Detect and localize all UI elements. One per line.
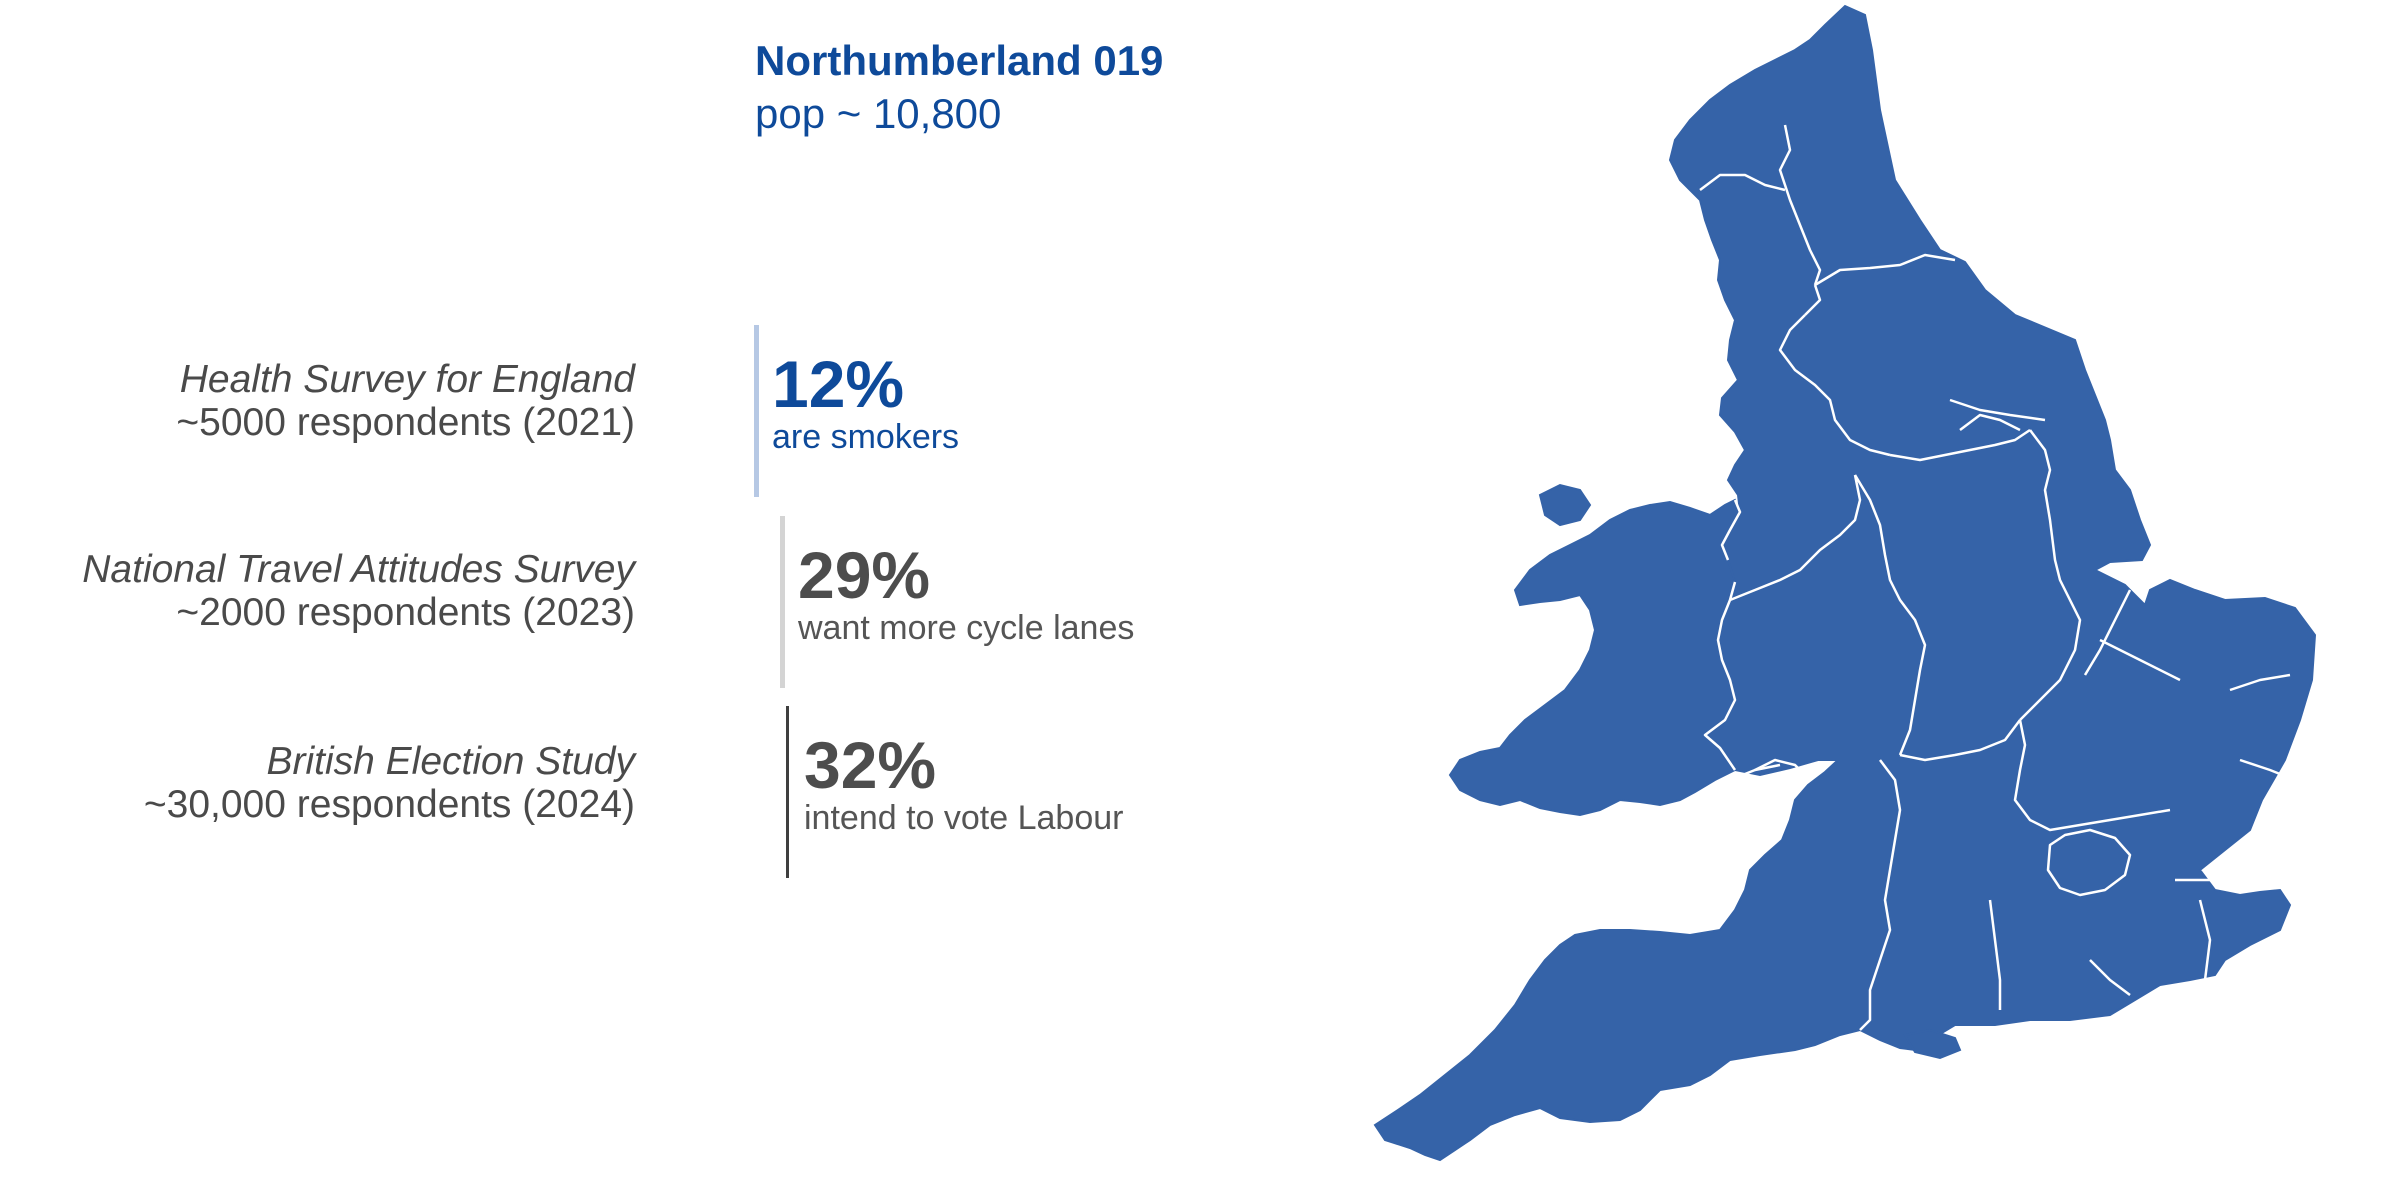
england-wales-map [1300,0,2400,1200]
stat-bar [754,325,759,497]
stat-value: 12% [772,347,905,421]
survey-label-travel: National Travel Attitudes Survey ~2000 r… [82,548,635,634]
stat-bar [780,516,785,688]
area-population: pop ~ 10,800 [755,90,1002,137]
stat-description: intend to vote Labour [804,799,1124,837]
survey-label-election: British Election Study ~30,000 responden… [144,740,635,826]
survey-name: Health Survey for England [179,358,635,401]
survey-respondents: ~5000 respondents (2021) [176,401,635,444]
stat-description: want more cycle lanes [798,609,1135,647]
survey-name: National Travel Attitudes Survey [82,548,635,591]
stat-description: are smokers [772,418,960,456]
stat-value: 29% [798,538,931,612]
survey-label-health: Health Survey for England ~5000 responde… [176,358,635,444]
stat-value: 32% [804,728,937,802]
map-svg [1373,4,2317,1162]
survey-respondents: ~2000 respondents (2023) [176,591,635,634]
survey-name: British Election Study [266,740,635,783]
england-landmass [1373,4,2317,1162]
anglesey-landmass [1538,483,1592,527]
stat-bar [786,706,789,878]
isle-of-wight-landmass [1903,1028,1962,1060]
region-boundaries [1699,124,2296,1031]
area-name: Northumberland 019 [755,37,1164,84]
wales-landmass [1448,498,1742,817]
survey-respondents: ~30,000 respondents (2024) [143,783,635,826]
area-title-block: Northumberland 019 pop ~ 10,800 [755,34,1163,140]
